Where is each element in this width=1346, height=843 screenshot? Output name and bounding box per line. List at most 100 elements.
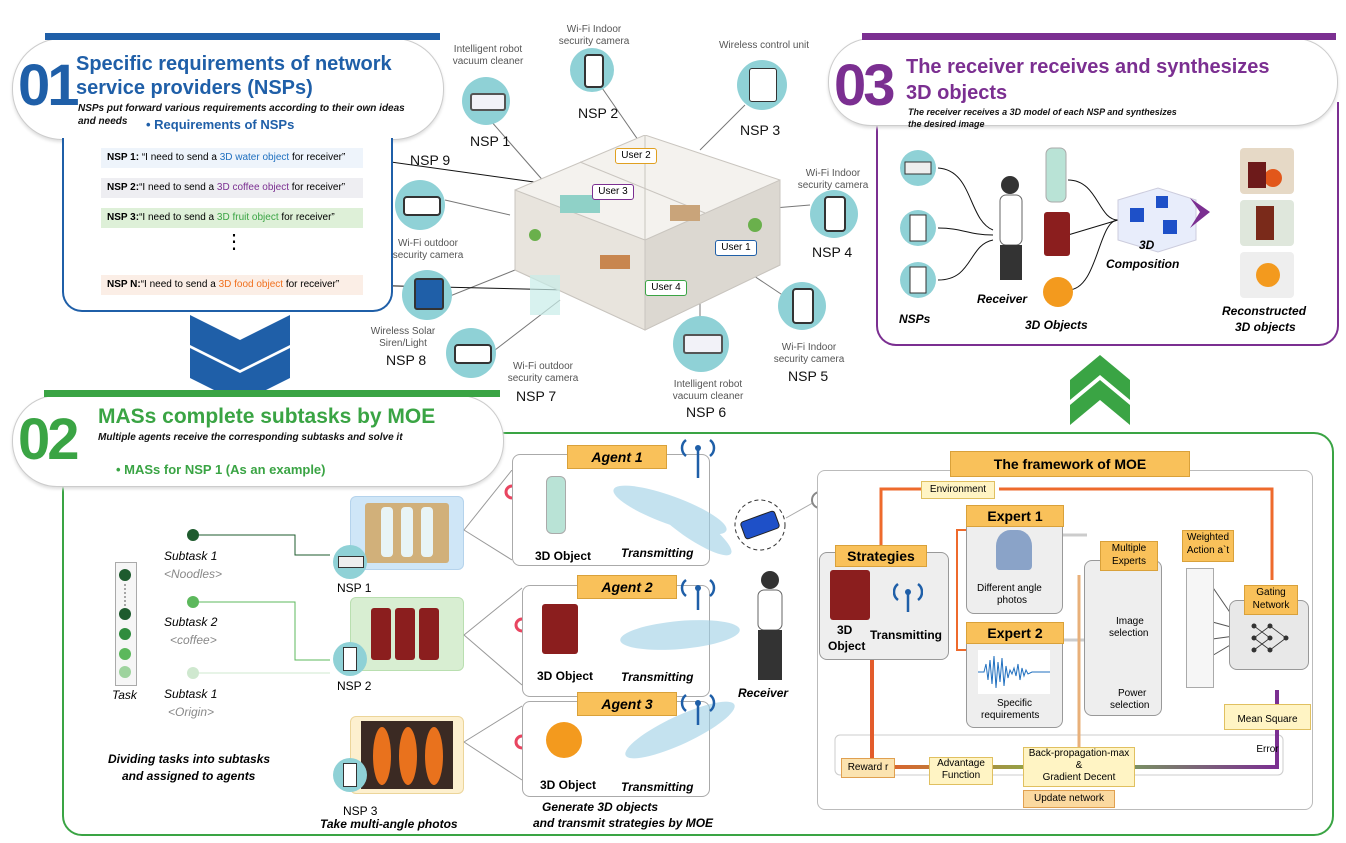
multiple-experts-tag: Multiple Experts <box>1100 541 1158 571</box>
smart-home-illustration <box>514 135 781 331</box>
environment-box: Environment <box>921 481 995 499</box>
subtask-3-name: Subtask 1 <box>164 687 218 701</box>
section-02-subtitle: Multiple agents receive the correspondin… <box>98 432 403 443</box>
nsp3-desc: Wireless control unit <box>718 40 810 51</box>
gating-network-tag: Gating Network <box>1244 585 1298 615</box>
outdoor-camera-7-icon <box>446 328 496 378</box>
receiver-label-03: Receiver <box>977 292 1028 306</box>
expert-1-desc-line2: photos <box>997 595 1028 606</box>
image-selection-line2: selection <box>1109 628 1149 639</box>
subtask-lines <box>187 529 330 679</box>
task-dots <box>119 569 131 678</box>
antenna-icon <box>893 583 923 612</box>
vacuum-icon <box>462 77 510 125</box>
requirements-heading: • Requirements of NSPs <box>146 117 295 132</box>
down-chevron-arrow <box>190 315 290 403</box>
expert-1-tag: Expert 1 <box>966 505 1064 527</box>
agent-2-object <box>542 604 578 654</box>
nsp3-name: NSP 3 <box>740 122 781 138</box>
nsp5-desc: Wi-Fi Indoor security camera <box>773 342 845 365</box>
reconstructed-label-line2: 3D objects <box>1235 320 1296 334</box>
nsp4-name: NSP 4 <box>812 244 853 260</box>
agent-1-object-label: 3D Object <box>535 549 592 563</box>
expert-2-desc-line1: Specific <box>997 698 1033 709</box>
expert-1-desc-line1: Different angle <box>977 583 1042 594</box>
expert-2-tag: Expert 2 <box>966 622 1064 644</box>
section-03-subtitle-line2: the desired image <box>908 119 985 129</box>
indoor-camera-4-icon <box>810 190 858 238</box>
receiver-label-02: Receiver <box>738 686 789 700</box>
nsp1-name: NSP 1 <box>470 133 511 149</box>
nsp8-name: NSP 8 <box>386 352 427 368</box>
requirement-nsp2: NSP 2:“I need to send a 3D coffee object… <box>101 178 363 198</box>
nsp2-name: NSP 2 <box>578 105 619 121</box>
nsp3-device-icon <box>333 758 367 792</box>
nsp9-link <box>444 199 511 216</box>
reconstructed-label-line1: Reconstructed <box>1222 304 1307 318</box>
control-unit-icon <box>737 60 787 110</box>
weighted-action-stack <box>1186 568 1214 688</box>
agent-1-transmit-label: Transmitting <box>621 546 694 560</box>
strategies-object-line1: 3D <box>837 623 853 637</box>
vacuum-6-icon <box>673 316 729 372</box>
agent-3-transmit-label: Transmitting <box>621 780 694 794</box>
power-selection-line1: Power <box>1118 688 1147 699</box>
nsp1-photo <box>350 496 464 570</box>
expert-2-desc-line2: requirements <box>981 710 1040 721</box>
nsp2-label-02: NSP 2 <box>337 679 372 693</box>
mas-heading: • MASs for NSP 1 (As an example) <box>116 462 326 477</box>
expert-1-image <box>996 530 1032 570</box>
take-photos-label: Take multi-angle photos <box>320 817 458 831</box>
indoor-camera-5-icon <box>778 282 826 330</box>
requirement-nsp3: NSP 3:“I need to send a 3D fruit object … <box>101 208 363 228</box>
nsp1-label-02: NSP 1 <box>337 581 372 595</box>
nsp3-link <box>699 104 746 151</box>
strategies-object-line2: Object <box>828 639 866 653</box>
nsp2-desc: Wi-Fi Indoor security camera <box>558 24 630 47</box>
weighted-action-tag: Weighted Action a`t <box>1182 530 1234 562</box>
agent-1-tag: Agent 1 <box>567 445 667 469</box>
image-selection-line1: Image <box>1116 616 1144 627</box>
nsp2-photo <box>350 597 464 671</box>
divide-line2: and assigned to agents <box>122 769 256 783</box>
moe-title: The framework of MOE <box>950 451 1190 477</box>
3d-objects-label: 3D Objects <box>1025 318 1088 332</box>
transmission-beams <box>613 439 829 759</box>
nsp1-desc: Intelligent robot vacuum cleaner <box>452 44 524 67</box>
nsp3-label-02: NSP 3 <box>343 804 378 818</box>
agent-2-object-label: 3D Object <box>537 669 594 683</box>
strategies-tag: Strategies <box>835 545 927 567</box>
section-03-subtitle-line1: The receiver receives a 3D model of each… <box>908 107 1177 117</box>
section-01-bar <box>45 33 440 40</box>
generate-line2: and transmit strategies by MOE <box>533 816 714 830</box>
nsp2-device-icon <box>333 642 367 676</box>
agent-1-object <box>546 476 566 534</box>
nsp8-desc: Wireless Solar Siren/Light <box>370 326 436 349</box>
strategies-transmit: Transmitting <box>870 628 943 642</box>
section-01-title-line1: Specific requirements of network <box>76 53 392 75</box>
nsp6-name: NSP 6 <box>686 404 727 420</box>
composition-label-line2: Composition <box>1106 257 1180 271</box>
mse-box: Mean Square Error <box>1224 704 1311 755</box>
user-2-label: User 2 <box>615 148 657 164</box>
section-03-header <box>828 38 1338 126</box>
reward-box: Reward r <box>841 758 895 778</box>
outdoor-camera-9-icon <box>395 180 445 230</box>
subtask-2-name: Subtask 2 <box>164 615 218 629</box>
agent-3-object-label: 3D Object <box>540 778 597 792</box>
section-03-title-line2: 3D objects <box>906 82 1008 104</box>
section-01-title-line2: service providers (NSPs) <box>76 77 313 99</box>
advantage-box: Advantage Function <box>929 757 993 785</box>
agent-3-tag: Agent 3 <box>577 692 677 716</box>
nsp4-desc: Wi-Fi Indoor security camera <box>797 168 869 191</box>
nsp6-desc: Intelligent robot vacuum cleaner <box>672 379 744 402</box>
agent-2-tag: Agent 2 <box>577 575 677 599</box>
subtask-1-tag: <Noodles> <box>164 567 223 581</box>
requirement-nsp1: NSP 1: “I need to send a 3D water object… <box>101 148 363 168</box>
indoor-camera-icon <box>570 48 614 92</box>
section-01-number: 01 <box>18 53 79 118</box>
user-3-label: User 3 <box>592 184 634 200</box>
section-03-title-line1: The receiver receives and synthesizes <box>906 56 1270 78</box>
requirements-ellipsis: ⋮ <box>224 231 244 253</box>
section-03-drawing <box>900 147 1294 307</box>
